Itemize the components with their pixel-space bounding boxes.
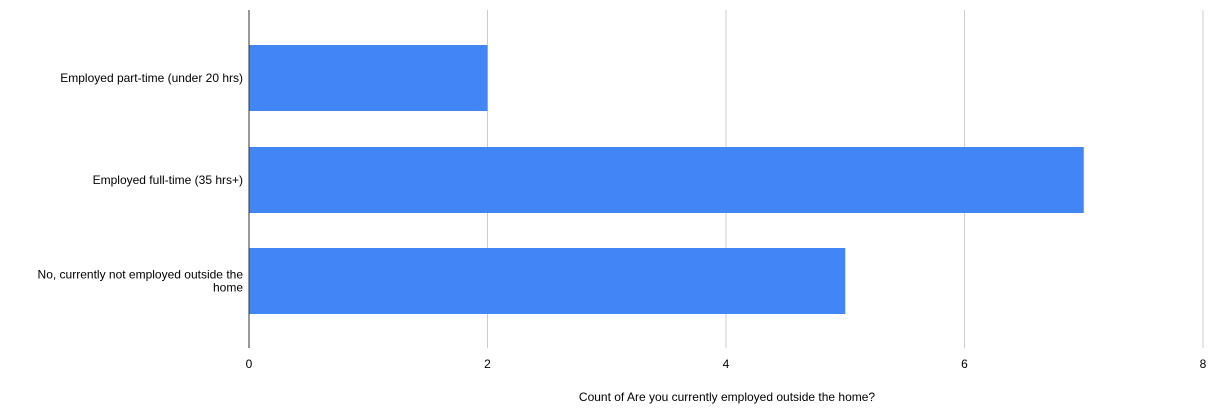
x-axis-title: Count of Are you currently employed outs… — [579, 390, 876, 404]
bars — [249, 45, 1084, 314]
category-label-0: Employed part-time (under 20 hrs) — [60, 71, 243, 85]
x-tick-label-4: 4 — [723, 357, 730, 371]
category-label-2: No, currently not employed outside the ho… — [38, 268, 244, 295]
bar-0[interactable] — [249, 45, 488, 111]
x-tick-labels: 0 2 4 6 8 — [246, 357, 1207, 371]
x-tick-label-8: 8 — [1200, 357, 1207, 371]
category-labels: Employed part-time (under 20 hrs) Employe… — [38, 71, 244, 295]
x-tick-label-6: 6 — [961, 357, 968, 371]
bar-1[interactable] — [249, 147, 1084, 213]
x-tick-label-0: 0 — [246, 357, 253, 371]
x-tick-label-2: 2 — [484, 357, 491, 371]
category-label-1: Employed full-time (35 hrs+) — [93, 173, 243, 187]
bar-2[interactable] — [249, 248, 846, 314]
